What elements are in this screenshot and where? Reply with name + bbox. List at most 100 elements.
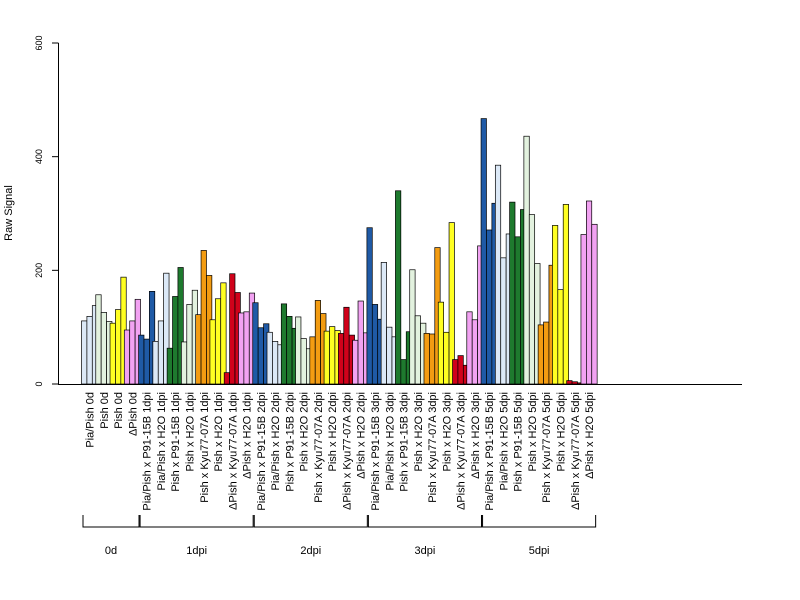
x-tick-label: Pish x H2O 2dpi (327, 392, 339, 471)
x-tick-label: Pish 0d (113, 392, 125, 429)
bar (395, 190, 402, 385)
bar (257, 327, 264, 385)
bar (571, 381, 578, 385)
bar (172, 296, 179, 385)
x-tick-label: ΔPish x Kyu77-07A 5dpi (570, 392, 582, 510)
bar (343, 306, 350, 385)
bar (314, 300, 321, 385)
bar (195, 314, 202, 385)
bar (214, 298, 222, 385)
bar (562, 204, 569, 385)
group-label: 0d (105, 545, 117, 557)
y-axis-label: Raw Signal (3, 185, 15, 241)
bar (380, 262, 387, 385)
group-bracket (82, 515, 140, 528)
bar (129, 320, 136, 385)
bar (81, 320, 88, 385)
bar (591, 223, 598, 385)
x-tick-label: Pish x H2O 2dpi (299, 392, 311, 471)
bar (457, 355, 464, 385)
x-tick-label: Pish x P91-15B 1dpi (170, 392, 182, 492)
bar (166, 347, 173, 385)
bars-layer (81, 118, 598, 385)
bar (295, 316, 302, 385)
x-tick-label: Pish x Kyu77-07A 1dpi (199, 392, 211, 503)
bar (452, 359, 459, 385)
category-labels: Pia/Pish 0d Pish 0d Pish 0d ΔPish 0d Pia/Pis… (85, 392, 596, 511)
bar (338, 333, 345, 385)
bar (252, 302, 259, 385)
bar (352, 339, 359, 385)
bar (209, 319, 216, 385)
bar (357, 300, 364, 385)
bar (414, 315, 421, 385)
bar (229, 273, 236, 385)
bar (543, 321, 550, 385)
y-tick-label: 0 (34, 381, 44, 386)
group-bracket (139, 515, 254, 528)
bar (300, 338, 307, 385)
bar (266, 331, 273, 385)
bar (123, 329, 131, 385)
x-tick-label: Pia/Pish 0d (85, 392, 97, 448)
group-bracket (253, 515, 368, 528)
x-tick-label: Pish 0d (99, 392, 111, 429)
group-label: 1dpi (186, 545, 207, 557)
bar (423, 333, 430, 385)
bar (152, 341, 159, 385)
bar (537, 324, 544, 385)
bar (186, 304, 193, 385)
x-tick-label: Pia/Pish x P91-15B 2dpi (256, 392, 268, 511)
bar (557, 289, 564, 385)
bar (585, 200, 593, 385)
x-tick-label: ΔPish x H2O 2dpi (356, 392, 368, 479)
x-tick-label: ΔPish x Kyu77-07A 1dpi (227, 392, 239, 510)
bar (323, 330, 330, 385)
bar (552, 225, 559, 385)
bar (509, 201, 516, 385)
x-tick-label: ΔPish 0d (127, 392, 139, 436)
bar (100, 312, 107, 385)
y-tick-label: 400 (34, 149, 44, 164)
bar (220, 282, 227, 385)
bar (443, 331, 450, 385)
bar (523, 135, 530, 385)
y-tick-label: 200 (34, 263, 44, 278)
x-tick-label: Pish x H2O 1dpi (213, 392, 225, 471)
bar (371, 304, 379, 385)
group-label: 5dpi (529, 545, 550, 557)
bar (309, 336, 316, 385)
bar (566, 380, 573, 385)
x-tick-label: Pish x P91-15B 5dpi (513, 392, 525, 492)
x-tick-label: Pish x Kyu77-07A 2dpi (313, 392, 325, 503)
bar (409, 269, 416, 385)
bar (329, 326, 336, 385)
bar (138, 334, 145, 385)
axes-layer: 0 200 400 600 (34, 35, 742, 387)
bar (86, 316, 93, 385)
bar (109, 322, 116, 385)
x-tick-label: Pish x H2O 3dpi (441, 392, 453, 471)
bar (400, 359, 407, 385)
bar (95, 294, 102, 385)
group-label: 2dpi (300, 545, 321, 557)
group-label: 3dpi (415, 545, 436, 557)
bar (466, 311, 473, 385)
bar (429, 333, 436, 385)
x-tick-label: Pish x Kyu77-07A 5dpi (541, 392, 553, 503)
bar (243, 311, 250, 385)
bar (437, 301, 445, 385)
x-tick-label: ΔPish x H2O 1dpi (242, 392, 254, 479)
bar (366, 227, 373, 385)
x-tick-label: Pish x Kyu77-07A 3dpi (427, 392, 439, 503)
x-tick-label: Pia/Pish x H2O 3dpi (384, 392, 396, 490)
bar (157, 320, 165, 385)
x-tick-label: Pish x H2O 1dpi (184, 392, 196, 471)
group-bracket (482, 515, 597, 528)
x-tick-label: Pia/Pish x P91-15B 5dpi (484, 392, 496, 511)
bar (272, 341, 279, 385)
x-tick-label: Pish x H2O 3dpi (413, 392, 425, 471)
group-brackets: 0d 1dpi 2dpi 3dpi 5dpi (82, 515, 597, 557)
bar (286, 316, 293, 385)
